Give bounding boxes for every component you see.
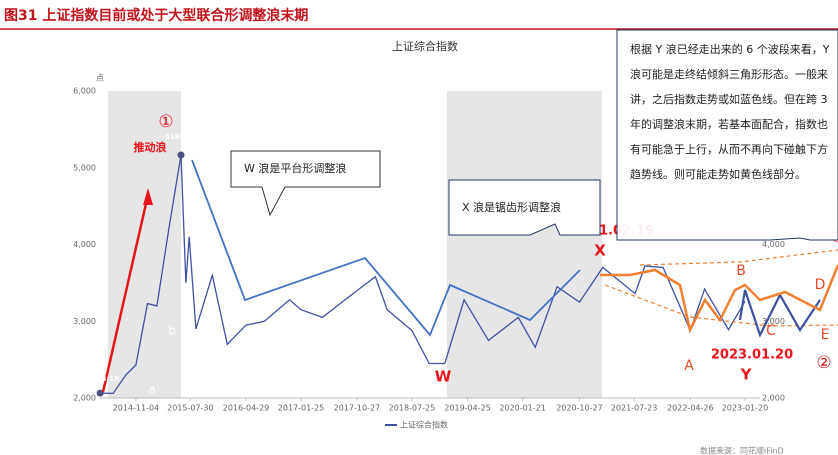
- x-tick-label: 2015-07-30: [167, 404, 214, 413]
- label: W: [435, 368, 452, 386]
- shaded-period: [447, 91, 602, 398]
- legend-label: 上证综合指数: [400, 420, 448, 430]
- y-tick-label: 5,000: [73, 163, 96, 172]
- callout: W 浪是平台形调整浪: [230, 150, 381, 217]
- label: X: [594, 242, 606, 260]
- y2-tick-label: 3,000: [762, 317, 785, 326]
- note-line: 趋势线。则可能走势如黄色线部分。: [630, 167, 806, 181]
- y-tick-label: 3,000: [73, 317, 96, 326]
- x-tick-label: 2021-07-23: [611, 404, 658, 413]
- note-line: 讲，之后指数走势或如蓝色线。但在跨 3: [630, 92, 828, 106]
- y-unit: 点: [96, 74, 104, 83]
- label: ②: [816, 353, 831, 373]
- x-tick-label: 2017-01-25: [278, 404, 325, 413]
- shaded-period: [108, 91, 181, 398]
- note-line: 根据 Y 浪已经走出来的 6 个波段来看，Y: [630, 42, 830, 56]
- note-line: 年的调整浪末期，若基本面配合，指数也: [630, 117, 828, 131]
- y-tick-label: 6,000: [73, 87, 96, 96]
- y2-tick-label: 2,000: [762, 394, 785, 403]
- axes: 2,000 3,000 4,000 5,000 6,000 2,000 3,000 4,000…: [73, 87, 785, 413]
- note-box: [616, 29, 838, 241]
- x-tick-label: 2022-04-26: [667, 404, 714, 413]
- label: 2023.01.20: [711, 348, 793, 363]
- y-tick-label: 4,000: [73, 240, 96, 249]
- plot: [96, 151, 746, 397]
- note-text: 根据 Y 浪已经走出来的 6 个波段来看，Y 浪可能是走终结倾斜三角形形态。一般来…: [630, 42, 830, 181]
- x-tick-label: 2019-04-25: [444, 404, 491, 413]
- wave-arrows: [101, 159, 581, 393]
- label: 5166.35: [165, 133, 197, 141]
- point-marker: [177, 151, 185, 159]
- x-tick-label: 2017-10-27: [334, 404, 381, 413]
- label: a: [148, 383, 155, 397]
- x-tick-label: 2020-10-27: [556, 404, 603, 413]
- label: b: [168, 324, 176, 338]
- callout: X 浪是锯齿形调整浪: [448, 179, 601, 236]
- label: 推动浪: [134, 140, 167, 154]
- annotations: ① 推动浪 5166.35 2063.18 a b W X 2021.02.19…: [87, 112, 838, 397]
- x-tick-label: 2023-01-20: [722, 404, 769, 413]
- x-tick-label: 2020-01-21: [499, 404, 546, 413]
- source: 数据来源：同花顺iFinD: [700, 446, 784, 455]
- label: C: [766, 323, 776, 339]
- x-tick-label: 2018-07-25: [389, 404, 436, 413]
- chart-title: 上证综合指数: [392, 39, 458, 53]
- callout-text: X 浪是锯齿形调整浪: [462, 200, 561, 214]
- callout-text: W 浪是平台形调整浪: [244, 161, 346, 175]
- label: 2063.18: [87, 375, 119, 383]
- projections: [600, 249, 838, 338]
- y2-tick-label: 4,000: [762, 240, 785, 249]
- x-tick-label: 2014-11-04: [113, 404, 160, 413]
- series-line: [100, 154, 746, 395]
- label: ①: [158, 112, 173, 132]
- label: E: [821, 327, 830, 343]
- note-line: 有可能急于上行，从而不再向下碰触下方: [630, 142, 828, 156]
- label: Y: [740, 366, 753, 384]
- figure-title: 图31 上证指数目前或处于大型联合形调整浪末期: [4, 7, 308, 24]
- x-tick-label: 2016-04-29: [223, 404, 270, 413]
- y-tick-label: 2,000: [73, 394, 96, 403]
- label: A: [684, 358, 694, 374]
- note-line: 浪可能是走终结倾斜三角形形态。一般来: [630, 67, 828, 81]
- label: B: [736, 263, 746, 279]
- label: D: [815, 277, 826, 293]
